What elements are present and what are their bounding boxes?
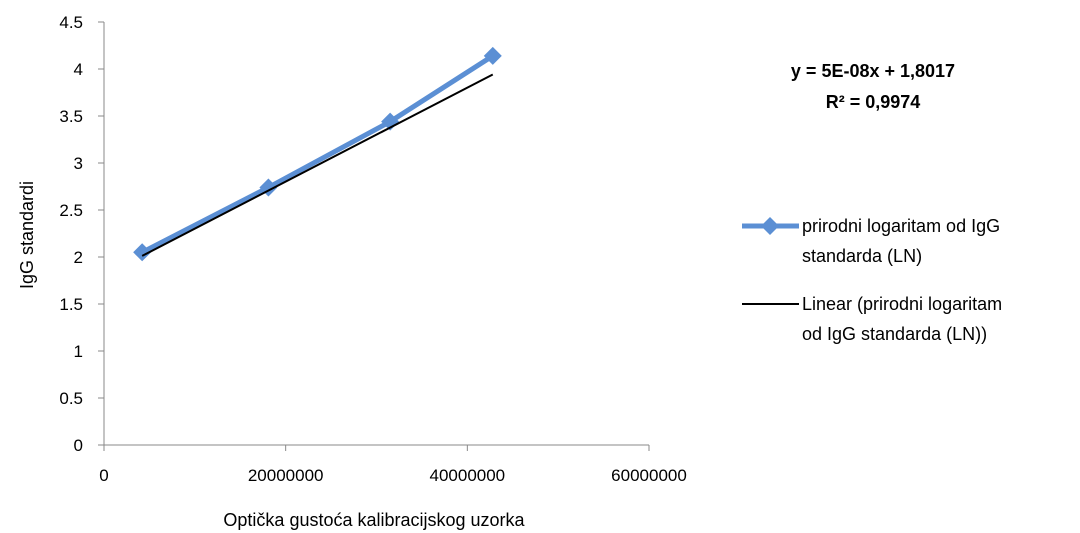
y-tick-label: 1.5 xyxy=(59,295,83,314)
legend-series-label-line1: prirodni logaritam od IgG xyxy=(802,216,1000,236)
data-point-marker xyxy=(133,243,152,262)
y-tick-label: 2 xyxy=(74,248,83,267)
axes xyxy=(103,22,649,446)
x-tick-label: 0 xyxy=(99,466,108,485)
trendline-equation: y = 5E-08x + 1,8017 xyxy=(791,61,955,81)
series-line xyxy=(141,53,495,255)
legend-series-swatch-marker xyxy=(761,217,779,235)
legend-series-label-line2: standarda (LN) xyxy=(802,246,922,266)
legend-trendline-label-line1: Linear (prirodni logaritam xyxy=(802,294,1002,314)
y-tick-label: 4.5 xyxy=(59,13,83,32)
x-tick-label: 40000000 xyxy=(430,466,506,485)
y-tick-label: 1 xyxy=(74,342,83,361)
trendline-layer xyxy=(141,73,494,257)
series-layer xyxy=(133,46,502,262)
x-axis-ticks: 0 20000000 40000000 60000000 xyxy=(99,445,687,485)
linear-trendline xyxy=(141,73,494,257)
x-tick-label: 60000000 xyxy=(611,466,687,485)
y-tick-label: 3 xyxy=(74,154,83,173)
x-axis-title: Optička gustoća kalibracijskog uzorka xyxy=(223,510,525,530)
y-axis-title: IgG standardi xyxy=(17,181,37,289)
legend: prirodni logaritam od IgG standarda (LN)… xyxy=(742,216,1002,344)
data-point-marker xyxy=(483,46,502,65)
y-axis-ticks: 0 0.5 1 1.5 2 2.5 3 3.5 4 4.5 xyxy=(59,13,104,455)
y-tick-label: 0.5 xyxy=(59,389,83,408)
y-tick-label: 2.5 xyxy=(59,201,83,220)
y-tick-label: 4 xyxy=(74,60,83,79)
x-tick-label: 20000000 xyxy=(248,466,324,485)
trendline-r-squared: R² = 0,9974 xyxy=(826,92,921,112)
y-tick-label: 0 xyxy=(74,436,83,455)
y-tick-label: 3.5 xyxy=(59,107,83,126)
legend-trendline-label-line2: od IgG standarda (LN)) xyxy=(802,324,987,344)
